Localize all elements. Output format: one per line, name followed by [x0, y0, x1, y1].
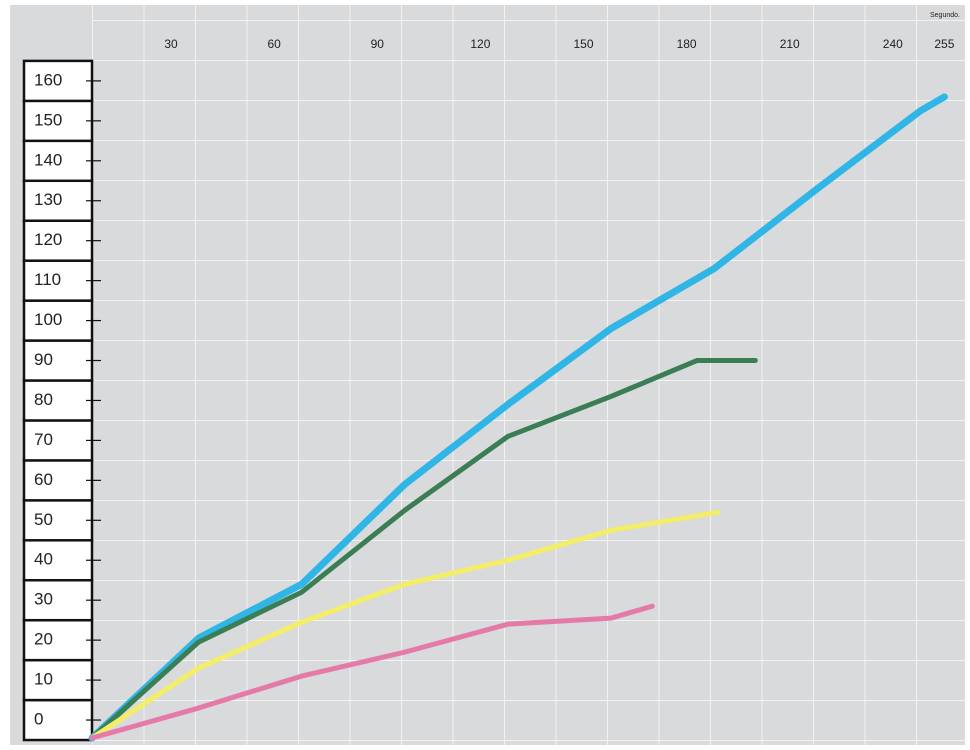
x-tick-label: 180 — [677, 37, 697, 51]
x-tick-label: 90 — [371, 37, 385, 51]
y-tick-label: 130 — [34, 190, 62, 209]
y-tick-label: 10 — [34, 670, 53, 689]
y-tick-label: 90 — [34, 350, 53, 369]
y-tick-box — [22, 219, 94, 262]
y-tick-label: 120 — [34, 230, 62, 249]
y-tick-box — [22, 139, 94, 183]
y-tick-box — [22, 99, 94, 143]
x-tick-label: 60 — [267, 37, 281, 51]
x-axis-label: Segundo. — [930, 12, 960, 19]
x-tick-label: 255 — [934, 37, 954, 51]
y-tick-label: 80 — [34, 390, 53, 409]
x-tick-label: 30 — [164, 37, 178, 51]
y-tick-label: 20 — [34, 630, 53, 649]
x-tick-label: 210 — [780, 37, 800, 51]
x-tick-label: 150 — [573, 37, 593, 51]
y-tick-label: 150 — [34, 110, 62, 129]
y-tick-label: 0 — [34, 710, 43, 729]
y-tick-box — [22, 698, 94, 742]
x-tick-label: 120 — [470, 37, 490, 51]
y-tick-label: 110 — [34, 270, 61, 289]
y-tick-label: 140 — [34, 150, 62, 169]
y-tick-label: 100 — [34, 310, 62, 329]
y-tick-box — [22, 419, 94, 462]
y-tick-label: 40 — [34, 550, 53, 569]
y-tick-box — [22, 658, 94, 702]
y-tick-label: 50 — [34, 510, 53, 529]
series-line — [89, 509, 721, 741]
y-tick-box — [22, 339, 94, 382]
y-tick-label: 70 — [34, 430, 53, 449]
y-tick-label: 160 — [34, 70, 62, 89]
y-tick-box — [22, 179, 94, 222]
y-tick-box — [22, 538, 94, 582]
y-tick-label: 30 — [34, 590, 53, 609]
series-line — [89, 358, 758, 741]
x-tick-label: 240 — [883, 37, 903, 51]
series-line — [89, 603, 655, 741]
grid — [92, 5, 965, 745]
y-tick-label: 60 — [34, 470, 53, 489]
series-line — [88, 93, 948, 742]
